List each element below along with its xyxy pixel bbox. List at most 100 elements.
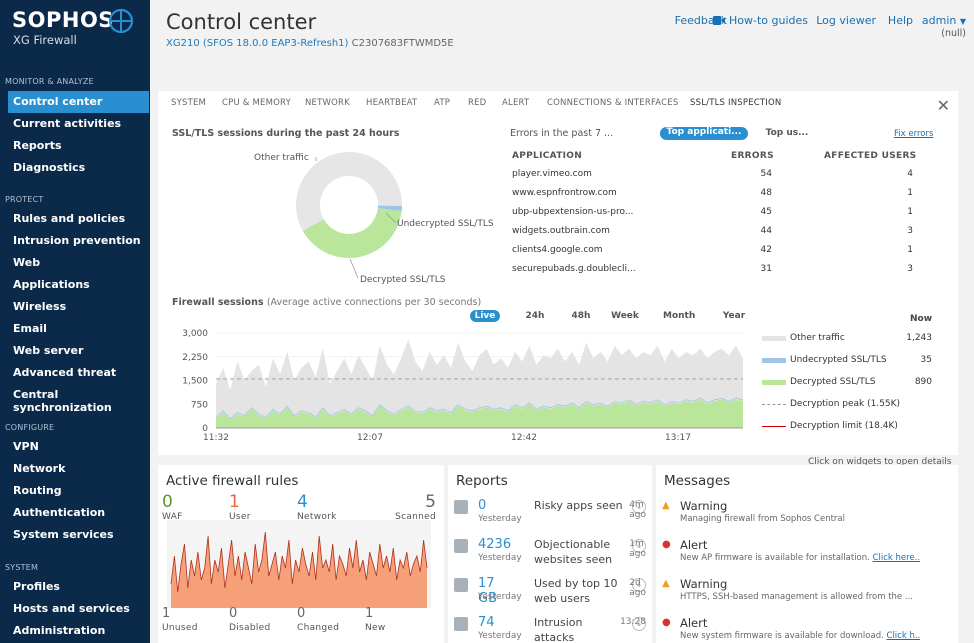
slice-decrypted-ssl-tls[interactable] [302, 208, 402, 258]
sidebar-item-email[interactable]: Email [13, 322, 47, 335]
top-applications-tab[interactable]: Top applicati... [660, 127, 748, 140]
slice-undecrypted-ssl-tls[interactable] [377, 205, 402, 212]
message-text: Managing firewall from Sophos Central [680, 514, 845, 524]
sidebar-item-hosts-and-services[interactable]: Hosts and services [13, 602, 130, 615]
sidebar-item-rules-and-policies[interactable]: Rules and policies [13, 212, 126, 225]
col-header-affected-users: AFFECTED USERS [824, 151, 917, 161]
cell-affected-users: 1 [907, 207, 913, 217]
sidebar-item-vpn[interactable]: VPN [13, 440, 39, 453]
report-period: Yesterday [478, 631, 522, 641]
arrow-down-icon[interactable]: ↓ [632, 578, 646, 592]
tab-heartbeat[interactable]: HEARTBEAT [366, 98, 418, 108]
message-link[interactable]: Click here... [872, 553, 920, 563]
report-value: 17 GB [478, 576, 497, 606]
now-label: Now [910, 314, 933, 324]
sidebar-item-routing[interactable]: Routing [13, 484, 62, 497]
period-year[interactable]: Year [722, 311, 746, 321]
cell-errors: 44 [760, 226, 772, 236]
cell-application: widgets.outbrain.com [512, 226, 610, 236]
message-body: HTTPS, SSH-based management is allowed f… [680, 592, 920, 602]
sidebar-item-diagnostics[interactable]: Diagnostics [13, 161, 86, 174]
x-tick-label: 12:07 [357, 433, 383, 443]
tab-red[interactable]: RED [468, 98, 487, 108]
y-tick-label: 1,500 [182, 377, 208, 387]
reports-card[interactable]: Reports 0 Yesterday Risky apps seen ↓ 4236 Ye… [448, 465, 652, 643]
sidebar-item-web[interactable]: Web [13, 256, 41, 269]
rule-count-waf: 0 [162, 492, 173, 512]
slice-other-traffic[interactable] [296, 151, 402, 232]
top-users-tab[interactable]: Top us... [765, 128, 809, 138]
device-link[interactable]: XG210 (SFOS 18.0.0 EAP3-Refresh1) [166, 38, 349, 49]
rules-line [170, 531, 428, 593]
tab-cpu-memory[interactable]: CPU & MEMORY [222, 98, 291, 108]
tab-system[interactable]: SYSTEM [171, 98, 207, 108]
help-link[interactable]: Help [887, 14, 913, 27]
how-to-guides-label: How-to guides [729, 14, 808, 27]
message-text: New system firmware is available for dow… [680, 631, 887, 641]
sidebar-item-network[interactable]: Network [13, 462, 66, 475]
close-icon[interactable]: ✕ [936, 96, 950, 115]
admin-menu[interactable]: admin ▼ [922, 14, 966, 27]
tab-ssl-tls-inspection[interactable]: SSL/TLS INSPECTION [690, 98, 782, 108]
message-body: Managing firewall from Sophos Central [680, 514, 920, 524]
label-decrypted-ssl-tls: Decrypted SSL/TLS [360, 275, 446, 285]
sidebar-item-reports[interactable]: Reports [13, 139, 62, 152]
cell-affected-users: 1 [907, 245, 913, 255]
legend-decryption-limit-18-4k: Decryption limit (18.4K) [762, 421, 932, 433]
active-firewall-rules-card[interactable]: Active firewall rules 0 WAF 1 User 4 Network 5… [158, 465, 444, 643]
legend-value: 35 [920, 355, 932, 365]
leader-line [385, 212, 397, 224]
period-month[interactable]: Month [663, 311, 696, 321]
ssl-tls-widget[interactable]: SYSTEM CPU & MEMORY NETWORK HEARTBEAT ATP RED… [158, 91, 958, 455]
tab-connections-interfaces[interactable]: CONNECTIONS & INTERFACES [547, 98, 679, 108]
sidebar-item-intrusion-prevention[interactable]: Intrusion prevention [13, 234, 141, 247]
nav-section-protect: PROTECT [5, 195, 44, 204]
tab-network[interactable]: NETWORK [305, 98, 350, 108]
y-tick-label: 2,250 [182, 353, 208, 363]
nav-section-monitor-analyze: MONITOR & ANALYZE [5, 77, 94, 86]
legend-label: Other traffic [790, 333, 845, 343]
period-24h[interactable]: 24h [525, 311, 545, 321]
sidebar-item-authentication[interactable]: Authentication [13, 506, 106, 519]
sidebar-item-web-server[interactable]: Web server [13, 344, 84, 357]
fix-errors-link[interactable]: Fix errors [894, 129, 934, 139]
cell-affected-users: 3 [907, 226, 913, 236]
bar-chart-icon [454, 539, 468, 553]
tab-alert[interactable]: ALERT [502, 98, 530, 108]
messages-card[interactable]: Messages ▲ Warning 4m ago Managing firewall… [620, 465, 958, 643]
rules-title: Active firewall rules [166, 473, 299, 489]
sidebar-item-system-services[interactable]: System services [13, 528, 114, 541]
sessions-title: SSL/TLS sessions during the past 24 hour… [172, 128, 400, 139]
tab-atp[interactable]: ATP [434, 98, 451, 108]
period-week[interactable]: Week [611, 311, 639, 321]
legend-label: Decryption limit (18.4K) [790, 421, 898, 431]
arrow-down-icon[interactable]: ↓ [632, 539, 646, 553]
how-to-guides-link[interactable]: How-to guides [713, 14, 808, 27]
firewall-sessions-chart[interactable]: 0 750 1,500 2,250 3,000 11:32 12:07 12:42 13:17 [168, 327, 758, 447]
sidebar-item-applications[interactable]: Applications [13, 278, 90, 291]
product-name: XG Firewall [13, 33, 77, 47]
report-label: Objectionable websites seen [534, 538, 613, 566]
sidebar-item-profiles[interactable]: Profiles [13, 580, 60, 593]
sophos-logo[interactable]: SOPHOS XG Firewall [12, 8, 134, 47]
sidebar-item-central-synchronization[interactable]: Central synchronization [13, 388, 112, 414]
sidebar-item-advanced-threat[interactable]: Advanced threat [13, 366, 117, 379]
message-type: Alert [680, 616, 708, 630]
arrow-down-icon[interactable]: ↓ [632, 617, 646, 631]
rule-count-unused: 1 [162, 606, 171, 621]
series-undecrypted-ssl-tls [215, 397, 744, 420]
message-link[interactable]: Click h... [886, 631, 920, 641]
cell-affected-users: 1 [907, 188, 913, 198]
ssl-sessions-donut-chart[interactable]: Other traffic Undecrypted SSL/TLS Decrypte… [238, 143, 578, 313]
rule-label-waf: WAF [162, 512, 183, 522]
serial-number: C2307683FTWMD5E [351, 38, 454, 49]
sidebar-item-wireless[interactable]: Wireless [13, 300, 67, 313]
period-live[interactable]: Live [470, 310, 500, 322]
arrow-down-icon[interactable]: ↓ [632, 500, 646, 514]
cell-application: www.espnfrontrow.com [512, 188, 617, 198]
period-48h[interactable]: 48h [571, 311, 591, 321]
sidebar-item-control-center[interactable]: Control center [8, 91, 149, 113]
sidebar-item-current-activities[interactable]: Current activities [13, 117, 122, 130]
log-viewer-link[interactable]: Log viewer [816, 14, 876, 27]
sidebar-item-administration[interactable]: Administration [13, 624, 106, 637]
